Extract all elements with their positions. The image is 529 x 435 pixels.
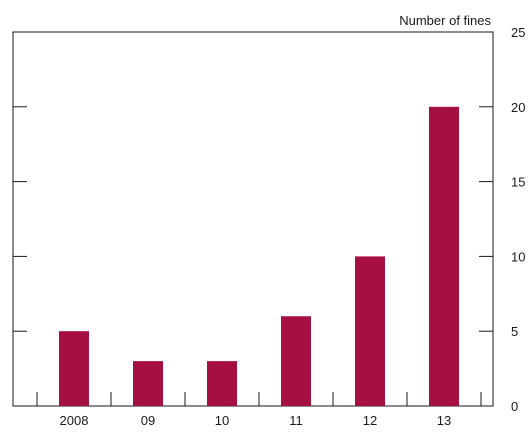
y-tick-label: 10 bbox=[511, 249, 525, 264]
y-tick-label: 5 bbox=[511, 324, 518, 339]
bar-09 bbox=[133, 361, 163, 406]
x-tick-label: 12 bbox=[363, 413, 377, 428]
bar-2008 bbox=[59, 331, 89, 406]
y-axis-ticks: 0 5 10 15 20 25 bbox=[13, 25, 525, 414]
y-tick-label: 0 bbox=[511, 399, 518, 414]
x-tick-label: 13 bbox=[437, 413, 451, 428]
x-axis-ticks: 2008 09 10 11 12 13 bbox=[36, 392, 482, 428]
plot-frame bbox=[12, 31, 494, 407]
x-tick-label: 11 bbox=[289, 413, 303, 428]
y-tick-label: 25 bbox=[511, 25, 525, 40]
y-tick-label: 15 bbox=[511, 175, 525, 190]
y-tick-label: 20 bbox=[511, 100, 525, 115]
bar-10 bbox=[207, 361, 237, 406]
bars-group bbox=[59, 106, 459, 407]
x-tick-label: 10 bbox=[215, 413, 229, 428]
bar-13 bbox=[429, 106, 459, 407]
y-axis-label: Number of fines bbox=[399, 13, 491, 28]
x-tick-label: 2008 bbox=[60, 413, 89, 428]
bar-11 bbox=[281, 316, 311, 406]
x-tick-label: 09 bbox=[141, 413, 155, 428]
bar-12 bbox=[355, 256, 385, 406]
